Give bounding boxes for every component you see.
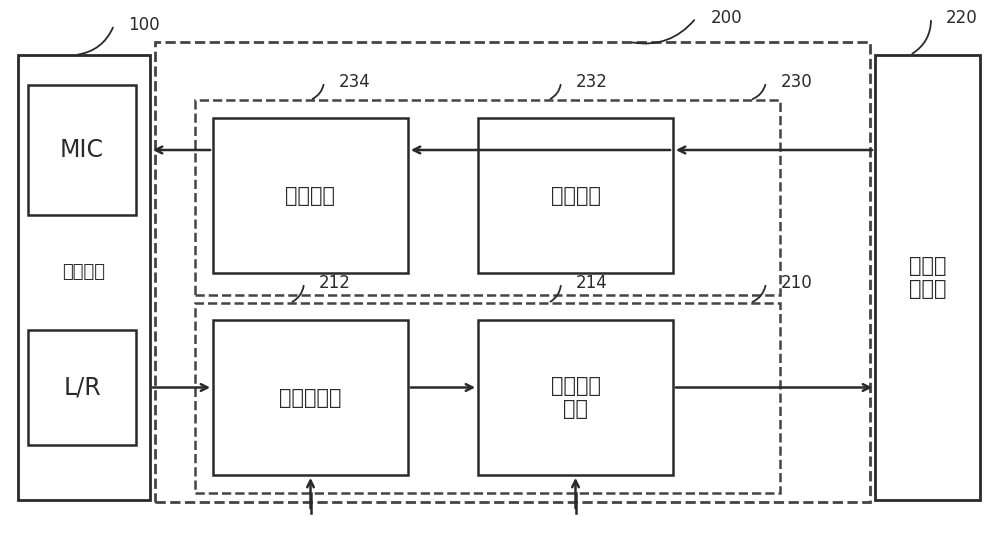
Text: L/R: L/R [63, 376, 101, 399]
Bar [28, 330, 136, 445]
Bar [213, 320, 408, 475]
Bar [195, 303, 780, 493]
Bar [155, 42, 870, 502]
Text: MIC: MIC [60, 138, 104, 162]
Text: 硬件解码
电路: 硬件解码 电路 [550, 376, 600, 419]
Bar [195, 100, 780, 295]
Bar [28, 85, 136, 215]
Text: 音频接口: 音频接口 [62, 264, 106, 281]
Text: 212: 212 [318, 274, 350, 292]
Bar [478, 118, 673, 273]
Text: 220: 220 [946, 9, 977, 27]
Text: 210: 210 [780, 274, 812, 292]
Text: 滤波电路: 滤波电路 [286, 185, 336, 205]
Text: 200: 200 [710, 9, 742, 27]
Text: 100: 100 [128, 16, 160, 34]
Text: 214: 214 [576, 274, 607, 292]
Text: 衰减电路: 衰减电路 [550, 185, 600, 205]
Text: 信号处
理单元: 信号处 理单元 [909, 256, 946, 299]
Text: 234: 234 [338, 73, 370, 91]
Bar [18, 55, 150, 500]
Text: 232: 232 [576, 73, 607, 91]
Bar [213, 118, 408, 273]
Text: 230: 230 [780, 73, 812, 91]
Bar [875, 55, 980, 500]
Text: 预处理电路: 预处理电路 [279, 388, 342, 407]
Bar [478, 320, 673, 475]
